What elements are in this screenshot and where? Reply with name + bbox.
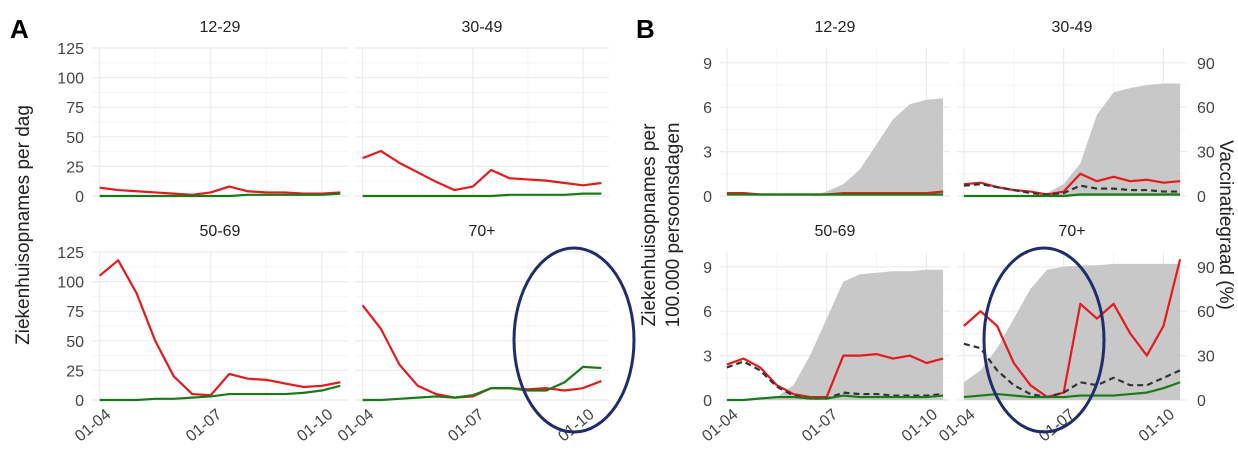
x-tick-label: 01-04	[936, 406, 978, 445]
facet-title: 12-29	[200, 19, 241, 36]
y-tick-label: 25	[66, 159, 84, 176]
facet-title: 50-69	[200, 223, 241, 240]
y2-tick-label: 90	[1197, 56, 1215, 73]
facet-a-3: 70+ 01-04 01-07 01-10	[335, 223, 609, 445]
y-tick-label: 3	[703, 349, 712, 366]
y-axis-label-a: Ziekenhuisopnames per dag	[13, 105, 34, 345]
x-tick-label: 01-04	[72, 406, 114, 445]
facet-a-0: 12-29 0 25 50 75 100 125	[57, 19, 348, 206]
x-tick-label: 01-04	[699, 406, 741, 445]
y2-tick-label: 90	[1197, 260, 1215, 277]
x-tick-label: 01-07	[1036, 406, 1078, 445]
y-tick-label: 125	[57, 245, 84, 262]
y-tick-label: 100	[57, 275, 84, 292]
x-tick-label: 01-07	[183, 406, 225, 445]
x-tick-label: 01-10	[1136, 406, 1178, 445]
y-tick-label: 3	[703, 145, 712, 162]
y2-axis-label-b: Vaccinatiegraad (%)	[1215, 140, 1236, 310]
facet-b-1: 30-49 0 30 60 90	[957, 19, 1215, 206]
y-tick-label: 9	[703, 56, 712, 73]
y-tick-label: 50	[66, 334, 84, 351]
y2-tick-label: 0	[1197, 393, 1206, 410]
facet-b-2: 50-69 0 3 6 9 01-04 01-07 01-10	[699, 223, 950, 445]
facet-a-2: 50-69 0 25 50 75 100 125 01-04 01-07 01-10	[57, 223, 348, 445]
panel-b-letter: B	[636, 14, 655, 44]
y-tick-label: 0	[75, 393, 84, 410]
facet-title: 70+	[1058, 223, 1085, 240]
x-tick-label: 01-07	[799, 406, 841, 445]
facet-a-1: 30-49	[355, 19, 609, 196]
x-tick-label: 01-10	[899, 406, 941, 445]
y-tick-label: 0	[703, 393, 712, 410]
facet-title: 30-49	[462, 19, 503, 36]
y2-tick-label: 30	[1197, 145, 1215, 162]
facet-b-3: 70+ 0 30 60 90 01-04 01-07 01-10	[936, 223, 1215, 445]
y-axis-label-b-line2: 100.000 persoonsdagen	[663, 123, 684, 328]
facet-title: 30-49	[1052, 19, 1093, 36]
x-tick-label: 01-04	[335, 406, 377, 445]
facet-title: 12-29	[815, 19, 856, 36]
y-tick-label: 25	[66, 363, 84, 380]
facet-title: 70+	[468, 223, 495, 240]
y-axis-label-b-line1: Ziekenhuisopnames per	[639, 123, 660, 326]
y-tick-label: 0	[75, 189, 84, 206]
facet-plots: 12-29025507510012530-4950-69025507510012…	[57, 19, 1215, 445]
y2-tick-label: 30	[1197, 349, 1215, 366]
y-tick-label: 125	[57, 41, 84, 58]
y-tick-label: 6	[703, 100, 712, 117]
y-tick-label: 75	[66, 100, 84, 117]
y-tick-label: 50	[66, 130, 84, 147]
y-tick-label: 0	[703, 189, 712, 206]
y2-tick-label: 60	[1197, 100, 1215, 117]
x-tick-label: 01-10	[555, 406, 597, 445]
y-tick-label: 6	[703, 304, 712, 321]
x-tick-label: 01-10	[294, 406, 336, 445]
y2-tick-label: 60	[1197, 304, 1215, 321]
x-tick-label: 01-07	[445, 406, 487, 445]
facet-title: 50-69	[815, 223, 856, 240]
facet-b-0: 12-29 0 3 6 9	[703, 19, 950, 206]
panel-a-letter: A	[10, 14, 29, 44]
y-tick-label: 100	[57, 71, 84, 88]
y2-tick-label: 0	[1197, 189, 1206, 206]
y-tick-label: 9	[703, 260, 712, 277]
y-tick-label: 75	[66, 304, 84, 321]
